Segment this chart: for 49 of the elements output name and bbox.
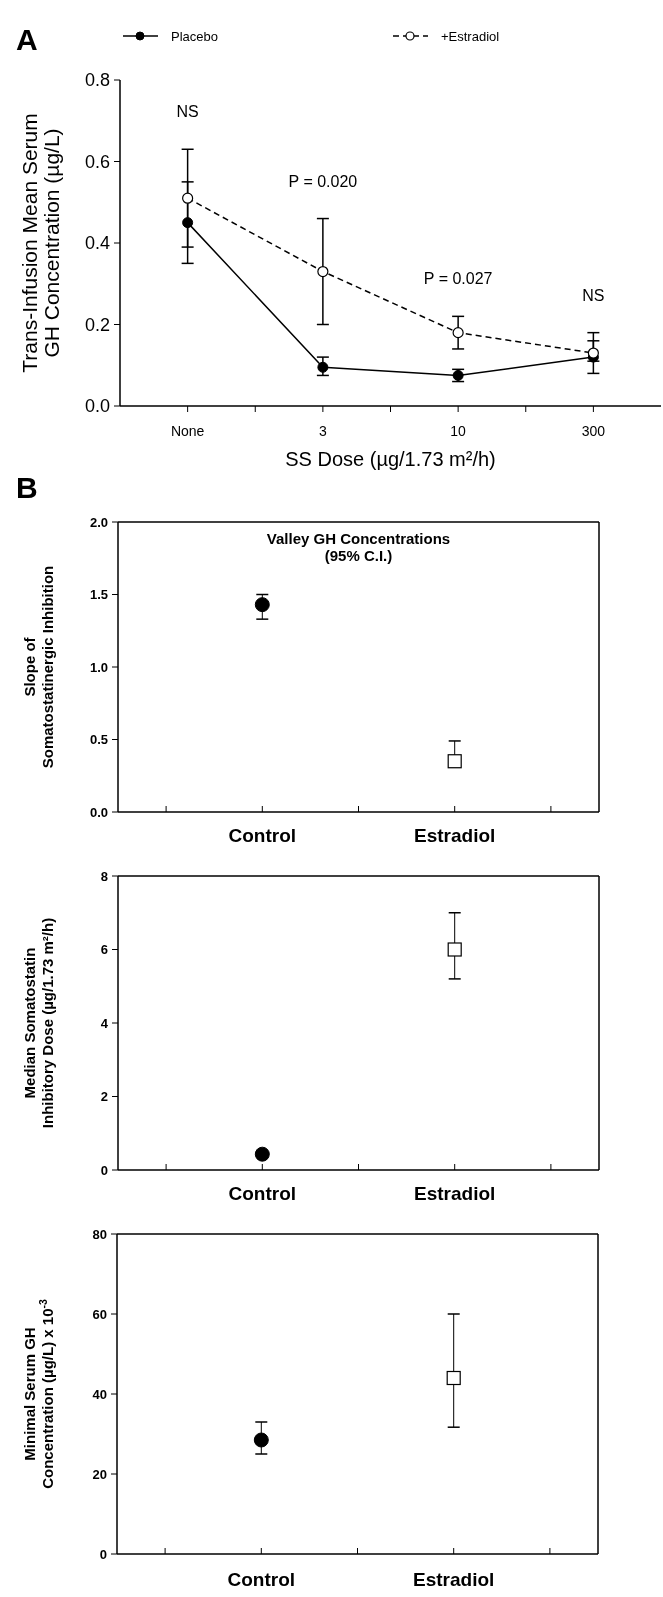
y-axis-title: Slope of Somatostatinergic Inhibition [21, 565, 57, 769]
chart-title: B [16, 471, 38, 504]
point [317, 265, 329, 278]
x-axis-title: SS Dose (µg/1.73 m²/h) [285, 448, 496, 470]
y-tick-label: 0 [99, 1546, 107, 1562]
x-tick-label: Estradiol [414, 1183, 496, 1204]
x-tick-label: Control [228, 825, 297, 846]
x-tick-label: 300 [581, 423, 606, 439]
y-tick-label: 0.2 [84, 314, 110, 335]
annotation: NS [176, 103, 199, 121]
x-tick-label: 10 [450, 423, 467, 439]
y-tick-label: 40 [92, 1386, 107, 1402]
y-tick-label: 60 [92, 1306, 107, 1322]
y-tick-label: 8 [100, 868, 108, 884]
y-tick-label: 0.4 [84, 233, 110, 254]
y-tick-label: 20 [92, 1466, 107, 1482]
annotation: P = 0.027 [423, 270, 493, 288]
legend-label: +Estradiol [441, 29, 500, 44]
y-tick-label: 0.6 [84, 151, 110, 172]
y-tick-label: 0.0 [84, 396, 110, 417]
y-tick-label: 80 [92, 1226, 107, 1242]
point [182, 217, 194, 229]
y-tick-label: 0.5 [89, 732, 108, 748]
y-tick-label: 2 [100, 1089, 108, 1105]
y-tick-label: 4 [100, 1015, 109, 1031]
point [317, 361, 329, 373]
x-tick-label: Control [227, 1569, 296, 1590]
y-axis-title: Trans-Infusion Mean Serum GH Concentration (µg/L) [18, 113, 64, 373]
y-tick-label: 1.0 [89, 659, 108, 675]
point [182, 192, 194, 204]
y-tick-label: 6 [100, 942, 108, 958]
annotation: P = 0.020 [288, 172, 358, 190]
y-tick-label: 0 [100, 1162, 108, 1178]
x-tick-label: Estradiol [413, 1569, 495, 1590]
y-tick-label: 0.8 [84, 70, 110, 91]
annotation: NS [582, 286, 605, 304]
legend-label: Placebo [171, 29, 218, 44]
y-tick-label: 1.5 [89, 587, 108, 603]
y-axis-title: Median Somatostatin Inhibitory Dose (µg/1.73 m²/h) [21, 917, 57, 1129]
x-tick-label: None [170, 423, 205, 439]
y-tick-label: 2.0 [89, 514, 108, 530]
x-tick-label: Control [228, 1183, 297, 1204]
x-tick-label: 3 [318, 423, 327, 439]
point [587, 347, 599, 359]
chart-title: A [16, 23, 38, 56]
annotation: Valley GH Concentrations (95% C.I.) [266, 530, 451, 564]
y-tick-label: 0.0 [89, 804, 108, 820]
point [452, 327, 464, 339]
x-tick-label: Estradiol [414, 825, 496, 846]
